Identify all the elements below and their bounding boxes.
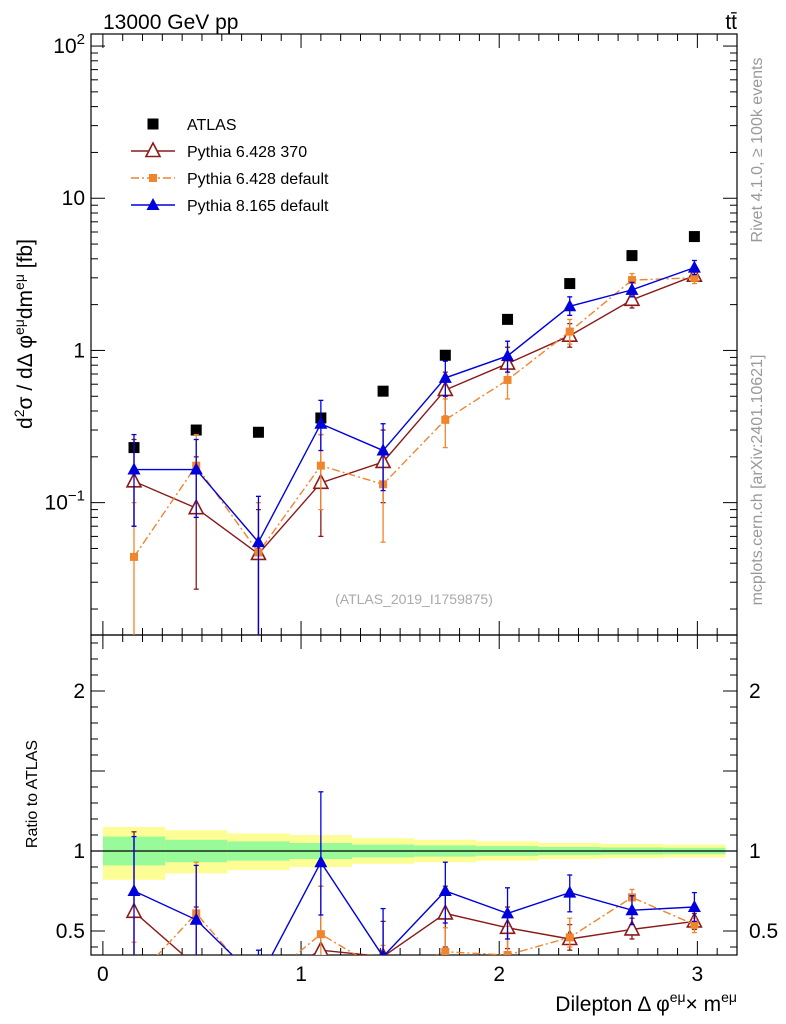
ratio-data-point: [314, 855, 328, 868]
main-data-point: [563, 299, 577, 312]
ratio-data-point: [438, 884, 452, 896]
y-tick-label: 10−1: [45, 488, 85, 515]
ratio-y-tick-label-left: 0.5: [56, 920, 85, 943]
main-series-atlas: [128, 231, 700, 454]
legend-label: ATLAS: [187, 117, 237, 134]
energy-label: 13000 GeV pp: [103, 11, 238, 34]
main-data-point: [189, 462, 203, 475]
axes: 0 1 2 3 10−1 1 10 102 0.5 0.5 1 1 2 2: [45, 31, 779, 986]
x-tick-label: 2: [493, 963, 505, 986]
legend-marker: [149, 174, 157, 182]
source-label: mcplots.cern.ch [arXiv:2401.10621]: [749, 355, 766, 606]
ratio-data-point: [565, 933, 574, 942]
ratio-data-point: [316, 930, 325, 939]
main-data-point: [190, 424, 202, 436]
legend-item-atlas: ATLAS: [147, 117, 237, 134]
ratio-y-tick-label-right: 0.5: [749, 920, 778, 943]
ratio-data-point: [625, 903, 639, 916]
ratio-y-tick-label-right: 1: [749, 840, 761, 863]
main-data-point: [251, 535, 265, 548]
main-data-point: [252, 426, 264, 438]
ratio-y-axis-label: Ratio to ATLAS: [24, 740, 41, 848]
y-tick-label: 10: [62, 187, 85, 210]
ratio-data-point: [690, 920, 699, 929]
ratio-data-point: [563, 885, 577, 898]
x-axis-label: Dilepton Δ φeμ× meμ: [555, 989, 737, 1016]
ratio-data-point: [441, 947, 450, 955]
ratio-data-point: [189, 912, 203, 925]
ratio-data-point: [623, 919, 641, 936]
main-y-axis-label: d2σ / dΔ φeμdmeμ [fb]: [11, 239, 37, 429]
legend: ATLAS Pythia 6.428 370 Pythia 6.428 defaul…: [131, 117, 329, 215]
main-data-point: [316, 461, 325, 470]
main-data-point: [625, 282, 639, 295]
main-series-line: [134, 266, 695, 544]
main-data-point: [314, 416, 328, 429]
ratio-data-point: [687, 900, 701, 912]
ratio-data-point: [380, 949, 387, 955]
main-data-point: [441, 415, 450, 424]
rivet-label: Rivet 4.1.0, ≥ 100k events: [749, 58, 766, 243]
ratio-y-tick-label-left: 1: [73, 840, 85, 863]
ratio-series-layer: [125, 791, 703, 991]
legend-marker: [146, 198, 160, 210]
main-data-point: [439, 349, 451, 361]
x-tick-label: 3: [692, 963, 704, 986]
main-data-point: [438, 370, 452, 383]
legend-marker: [147, 118, 159, 130]
x-tick-label: 1: [295, 963, 307, 986]
legend-label: Pythia 6.428 default: [187, 171, 329, 188]
ratio-data-point: [189, 958, 203, 972]
legend-item-pythia6_370: Pythia 6.428 370: [131, 141, 307, 161]
main-series-pythia8_default: [127, 259, 701, 635]
ratio-data-point: [251, 977, 265, 991]
main-data-point: [501, 348, 515, 361]
process-label: tt̄: [725, 11, 737, 34]
legend-item-pythia8_default: Pythia 8.165 default: [131, 198, 329, 215]
ratio-data-point: [503, 951, 512, 955]
ratio-y-tick-label-right: 2: [749, 680, 761, 703]
main-series-layer: [125, 231, 703, 635]
ratio-series-pythia8_default: [127, 791, 701, 986]
ratio-y-tick-label-left: 2: [73, 680, 85, 703]
main-data-point: [687, 260, 701, 273]
analysis-watermark: (ATLAS_2019_I1759875): [335, 591, 493, 607]
ratio-data-point: [254, 981, 262, 989]
main-data-point: [626, 250, 638, 262]
ratio-data-point: [130, 977, 138, 985]
ratio-series-line: [133, 911, 695, 955]
ratio-data-point: [501, 906, 515, 919]
main-data-point: [130, 552, 139, 561]
main-data-point: [565, 327, 574, 336]
main-data-point: [690, 273, 699, 282]
ratio-series-pythia6_default: [130, 861, 699, 989]
legend-item-pythia6_default: Pythia 6.428 default: [131, 171, 329, 188]
legend-label: Pythia 8.165 default: [187, 198, 329, 215]
ratio-series-line: [133, 860, 695, 955]
legend-label: Pythia 6.428 370: [187, 144, 307, 161]
main-data-point: [127, 462, 141, 475]
legend-marker: [144, 141, 162, 158]
main-data-point: [688, 231, 700, 243]
main-data-point: [564, 278, 576, 290]
x-tick-label: 0: [97, 963, 109, 986]
y-tick-label: 102: [53, 31, 85, 58]
main-data-point: [623, 290, 641, 307]
y-tick-label: 1: [73, 339, 85, 362]
ratio-data-point: [379, 967, 387, 975]
main-data-point: [376, 443, 390, 456]
ratio-uncertainty-band: [91, 827, 737, 880]
main-series-line: [133, 275, 695, 555]
main-data-point: [502, 313, 514, 325]
ratio-plot-frame: [90, 634, 738, 956]
main-data-point: [627, 276, 636, 285]
main-data-point: [503, 375, 512, 384]
ratio-data-point: [127, 884, 141, 896]
main-data-point: [377, 385, 389, 397]
main-series-line: [133, 277, 695, 558]
ratio-data-point: [252, 974, 265, 986]
